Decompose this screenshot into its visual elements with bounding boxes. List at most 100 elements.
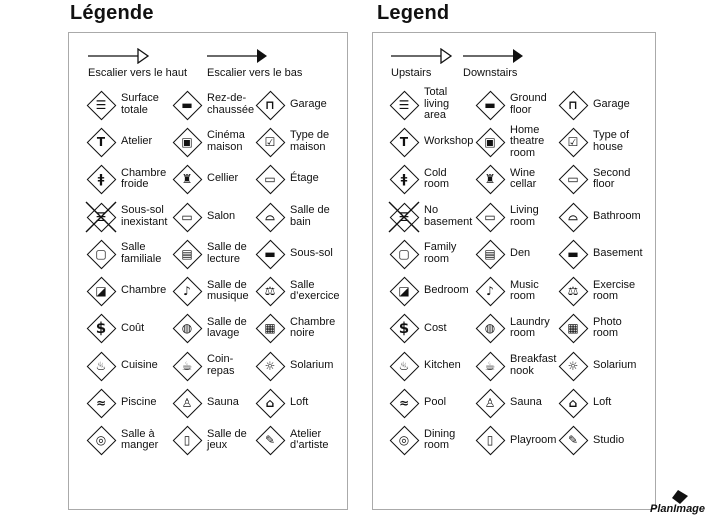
no-basement-icon: ☰ <box>85 201 117 233</box>
legend-item-label: Chambre noire <box>290 315 336 340</box>
thermometer-icon: ǂ <box>86 164 116 194</box>
garage-icon: ⊓ <box>558 90 588 120</box>
legend-item: ⌓ Bathroom <box>558 198 648 235</box>
legend-item: ▢ Family room <box>389 235 475 272</box>
legend-item: ⊓ Garage <box>558 86 648 123</box>
legend-panel-fr <box>68 32 348 510</box>
legend-item-label: Atelier <box>121 135 153 148</box>
legend-item-label: Studio <box>593 433 625 446</box>
game-icon: ▯ <box>475 425 505 455</box>
camera-icon: ▦ <box>558 313 588 343</box>
legend-item: ⌂ Loft <box>558 384 648 421</box>
legend-item-label: Salle de lavage <box>207 315 247 340</box>
legend-item-label: Exercise room <box>593 278 636 303</box>
basement-icon: ▬ <box>558 239 588 269</box>
upstairs-label: Upstairs <box>391 67 432 79</box>
legend-item-label: Garage <box>593 97 630 110</box>
legend-item-label: Salle de jeux <box>207 427 247 452</box>
legend-item-label: Salle d’exercice <box>290 278 340 303</box>
legend-item: ☼ Solarium <box>558 347 648 384</box>
cup-icon: ☕ <box>475 351 505 381</box>
sun-icon: ☼ <box>255 351 285 381</box>
projector-icon: ▣ <box>172 127 202 157</box>
legend-item: ▭ Second floor <box>558 161 648 198</box>
legend-item-label: Bedroom <box>424 284 469 297</box>
legend-item: ♪ Music room <box>475 272 558 309</box>
legend-grid-en: ☰ Total living area ▬ Ground floor ⊓ Garage T W… <box>388 86 648 459</box>
garage-icon: ⊓ <box>255 90 285 120</box>
pot-icon: ♨ <box>389 351 419 381</box>
pot-icon: ♨ <box>86 351 116 381</box>
bed-icon: ◪ <box>86 276 116 306</box>
pool-icon: ≈ <box>86 388 116 418</box>
legend-item-label: Cuisine <box>121 358 158 371</box>
legend-item-label: Rez-de- chaussée <box>207 92 255 116</box>
legend-item-label: Cost <box>424 321 447 334</box>
music-icon: ♪ <box>172 276 202 306</box>
legend-item-label: Sous-sol inexistant <box>121 204 168 228</box>
legend-item-label: Solarium <box>290 358 334 371</box>
checkbox-icon: ☑ <box>558 127 588 157</box>
legend-item-label: Atelier d’artiste <box>290 427 329 452</box>
sofa-icon: ▭ <box>475 202 505 232</box>
legend-item: ▢ Salle familiale <box>86 235 172 272</box>
legend-item-label: Loft <box>593 396 612 409</box>
ground-floor-icon: ▬ <box>172 90 202 120</box>
legend-item: ▬ Sous-sol <box>255 235 345 272</box>
legend-item-label: Playroom <box>510 433 557 446</box>
legend-item-label: Breakfast nook <box>510 353 557 377</box>
downstairs-arrow-icon <box>463 49 523 63</box>
legend-item: ǂ Cold room <box>389 161 475 198</box>
tv-icon: ▢ <box>86 239 116 269</box>
legend-item: ✎ Studio <box>558 422 648 459</box>
book-icon: ▤ <box>172 239 202 269</box>
legend-item: ☰ Total living area <box>389 86 475 123</box>
svg-text:PlanImage: PlanImage <box>650 503 705 515</box>
legend-item: T Workshop <box>389 123 475 160</box>
legend-item-label: Ground floor <box>510 92 547 116</box>
legend-item-label: Basement <box>593 247 643 260</box>
legend-item-label: Photo room <box>593 315 622 340</box>
legend-item-label: Salle à manger <box>121 427 159 452</box>
legend-item-label: Salle familiale <box>121 241 162 265</box>
pool-icon: ≈ <box>389 388 419 418</box>
wine-icon: ♜ <box>475 164 505 194</box>
legend-item-label: Solarium <box>593 358 637 371</box>
legend-item: ▭ Salon <box>172 198 255 235</box>
legend-item-label: Cellier <box>207 172 239 185</box>
legend-item: ◪ Chambre <box>86 272 172 309</box>
legend-item-label: Salle de bain <box>290 204 330 228</box>
legend-title-fr: Légende <box>70 2 154 24</box>
ground-floor-icon: ▬ <box>475 90 505 120</box>
legend-item-label: Salon <box>207 209 236 222</box>
plate-icon: ◎ <box>389 425 419 455</box>
legend-item-label: Type of house <box>593 129 630 153</box>
legend-item-label: Salle de lecture <box>207 241 247 265</box>
upstairs-label: Escalier vers le haut <box>88 67 188 79</box>
legend-item: ♙ Sauna <box>172 384 255 421</box>
legend-item: ▬ Rez-de- chaussée <box>172 86 255 123</box>
loft-icon: ⌂ <box>558 388 588 418</box>
legend-item-label: Wine cellar <box>510 166 537 191</box>
legend-item: ☰ Surface totale <box>86 86 172 123</box>
legend-item: ♜ Wine cellar <box>475 161 558 198</box>
legend-panel-en <box>372 32 656 510</box>
legend-grid-fr: ☰ Surface totale ▬ Rez-de- chaussée ⊓ Garage T… <box>85 86 345 459</box>
stacked-floors-icon: ☰ <box>86 90 116 120</box>
legend-item-label: Cold room <box>424 166 450 191</box>
planimage-logo: PlanImage <box>650 488 710 519</box>
legend-item: ▣ Cinéma maison <box>172 123 255 160</box>
sink-icon: ⌓ <box>255 202 285 232</box>
legend-item: ♨ Cuisine <box>86 347 172 384</box>
loft-icon: ⌂ <box>255 388 285 418</box>
laundry-icon: ◍ <box>475 313 505 343</box>
hammer-icon: T <box>86 127 116 157</box>
wine-icon: ♜ <box>172 164 202 194</box>
legend-item: ◪ Bedroom <box>389 272 475 309</box>
upper-floor-icon: ▭ <box>255 164 285 194</box>
hammer-icon: T <box>389 127 419 157</box>
basement-icon: ▬ <box>255 239 285 269</box>
legend-item-label: Chambre froide <box>121 166 167 191</box>
legend-item: ⚖ Exercise room <box>558 272 648 309</box>
palette-icon: ✎ <box>558 425 588 455</box>
